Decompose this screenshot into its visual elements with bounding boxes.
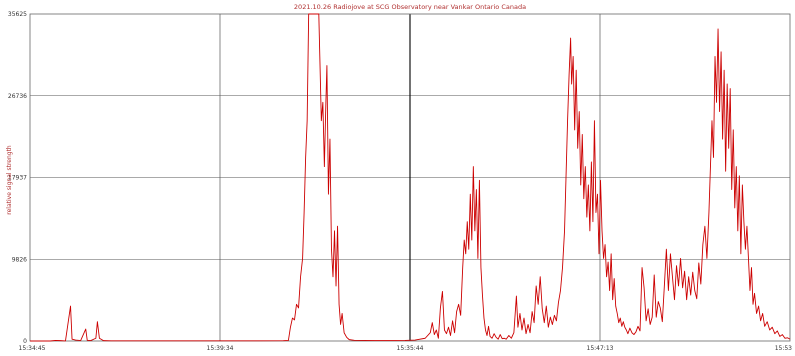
y-axis-ticks: 0 9826 17937 26736 35625	[8, 11, 27, 345]
plot-frame	[29, 13, 791, 342]
signal-series-line	[30, 13, 791, 342]
grid	[30, 14, 790, 341]
chart-title: 2021.10.26 Radiojove at SCG Observatory …	[294, 3, 526, 11]
y-tick-label: 0	[23, 338, 27, 345]
x-tick-label: 15:39:34	[207, 345, 234, 352]
x-axis-ticks: 15:34:45 15:39:34 15:35:44 15:47:13 15:53	[19, 345, 793, 352]
y-tick-label: 26736	[8, 93, 27, 100]
x-tick-label: 15:34:45	[19, 345, 46, 352]
x-tick-label: 15:35:44	[397, 345, 424, 352]
x-tick-label: 15:53	[775, 345, 792, 352]
y-tick-label: 17937	[8, 175, 27, 182]
y-axis-label: relative signal strength	[6, 145, 13, 215]
x-tick-label: 15:47:13	[587, 345, 614, 352]
y-tick-label: 35625	[8, 11, 27, 18]
series-group	[30, 13, 791, 342]
y-tick-label: 9826	[12, 256, 27, 263]
